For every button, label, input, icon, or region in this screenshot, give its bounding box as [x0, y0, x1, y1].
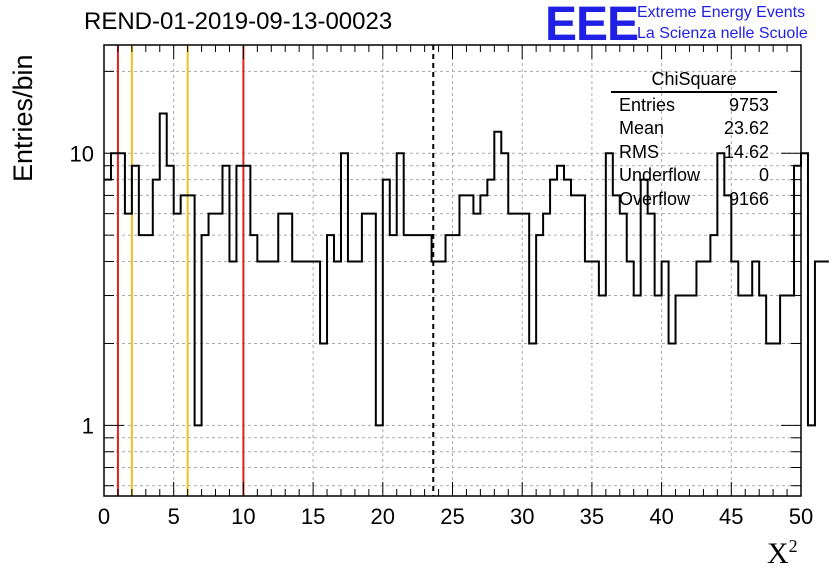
x-tick-label: 25 — [440, 504, 464, 529]
stats-label: Mean — [619, 118, 665, 139]
stats-row: RMS 14.62 — [611, 141, 777, 164]
x-tick-label: 50 — [789, 504, 813, 529]
stats-value: 9753 — [728, 95, 769, 115]
x-axis-label: X2 — [767, 536, 798, 571]
stats-value: 14.62 — [723, 141, 769, 162]
histogram-series — [104, 112, 829, 427]
stats-box: ChiSquare Entries 9753 Mean 23.62 RMS 14.62… — [611, 68, 777, 211]
y-axis-label: Entries/bin — [8, 54, 38, 182]
stats-row: Overflow 9166 — [611, 188, 777, 211]
stats-row: Mean 23.62 — [611, 117, 777, 140]
stats-label: Overflow — [619, 188, 691, 209]
stats-label: Entries — [619, 95, 676, 115]
x-tick-label: 45 — [719, 504, 743, 529]
stats-row: Entries 9753 — [611, 94, 777, 117]
tick-labels: 0 5 10 15 20 25 30 35 40 45 50 1 10 — [70, 141, 814, 529]
stats-row: Underflow 0 — [611, 164, 777, 187]
reference-lines — [116, 45, 435, 496]
x-tick-label: 0 — [98, 504, 110, 529]
stats-label: Underflow — [619, 165, 701, 186]
x-tick-label: 35 — [580, 504, 604, 529]
axes — [103, 44, 802, 497]
x-tick-label: 10 — [231, 504, 255, 529]
stats-value: 9166 — [728, 188, 769, 209]
y-tick-label: 10 — [70, 141, 94, 166]
x-tick-label: 5 — [168, 504, 180, 529]
x-axis-superscript: 2 — [788, 536, 798, 556]
x-tick-label: 30 — [510, 504, 534, 529]
eee-logo: EEE — [545, 0, 639, 51]
stats-label: RMS — [619, 141, 659, 162]
stats-title: ChiSquare — [611, 68, 777, 93]
x-tick-label: 40 — [649, 504, 673, 529]
x-tick-label: 20 — [371, 504, 395, 529]
logo-line-2: La Scienza nelle Scuole — [637, 25, 808, 42]
y-tick-label: 1 — [82, 413, 94, 438]
page-title: REND-01-2019-09-13-00023 — [84, 8, 393, 35]
x-axis-symbol: X — [767, 537, 789, 570]
stats-value: 0 — [758, 165, 769, 186]
stats-value: 23.62 — [723, 118, 769, 139]
x-tick-label: 15 — [301, 504, 325, 529]
logo-line-1: Extreme Energy Events — [637, 4, 806, 21]
